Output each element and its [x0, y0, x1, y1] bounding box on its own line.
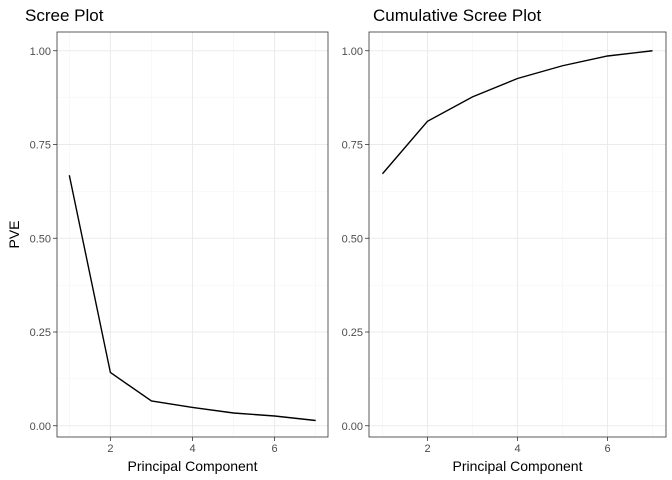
- scree-plot-y-tick-label: 0.25: [30, 327, 51, 339]
- cumulative-scree-plot-y-tick-label: 0.25: [342, 327, 363, 339]
- scree-plot-title: Scree Plot: [25, 6, 104, 25]
- cumulative-scree-plot-series: [381, 50, 653, 175]
- scree-plot-x-tick-label: 6: [272, 443, 278, 455]
- scree-plot-x-axis-title: Principal Component: [128, 458, 258, 474]
- cumulative-scree-plot-x-tick-label: 4: [514, 443, 520, 455]
- scree-plot-y-tick-label: 0.00: [30, 421, 51, 433]
- cumulative-scree-plot-y-tick-label: 1.00: [342, 46, 363, 58]
- scree-plot-y-tick-label: 1.00: [30, 46, 51, 58]
- cumulative-scree-plot-x-tick-label: 6: [604, 443, 610, 455]
- scree-plot-y-axis-title: PVE: [6, 220, 22, 248]
- cumulative-scree-plot-x-tick-label: 2: [424, 443, 430, 455]
- scree-plot-ticks: 2 4 6 0.00 0.25 0.50 0.75 1.00: [30, 46, 278, 455]
- scree-plot-x-tick-label: 2: [107, 443, 113, 455]
- scree-plot-series-line: [68, 175, 316, 422]
- scree-plot-x-tick-label: 4: [189, 443, 195, 455]
- cumulative-scree-plot-grid: [369, 32, 666, 437]
- cumulative-scree-plot-panel: Cumulative Scree Plot 2 4 6 0.00 0.25 0.50 0.7…: [342, 6, 667, 474]
- cumulative-scree-plot-ticks: 2 4 6 0.00 0.25 0.50 0.75 1.00: [342, 46, 611, 455]
- cumulative-scree-plot-series-line: [381, 50, 653, 175]
- scree-plot-y-tick-label: 0.75: [30, 140, 51, 152]
- scree-plot-y-tick-label: 0.50: [30, 233, 51, 245]
- cumulative-scree-plot-y-tick-label: 0.50: [342, 233, 363, 245]
- scree-plot-series: [68, 175, 316, 422]
- cumulative-scree-plot-y-tick-label: 0.75: [342, 140, 363, 152]
- cumulative-scree-plot-y-tick-label: 0.00: [342, 421, 363, 433]
- cumulative-scree-plot-title: Cumulative Scree Plot: [373, 6, 541, 25]
- cumulative-scree-plot-x-axis-title: Principal Component: [453, 458, 583, 474]
- scree-plot-panel: Scree Plot 2 4 6 0.00 0.25 0.50 0.75 1.00 Princ…: [6, 6, 329, 474]
